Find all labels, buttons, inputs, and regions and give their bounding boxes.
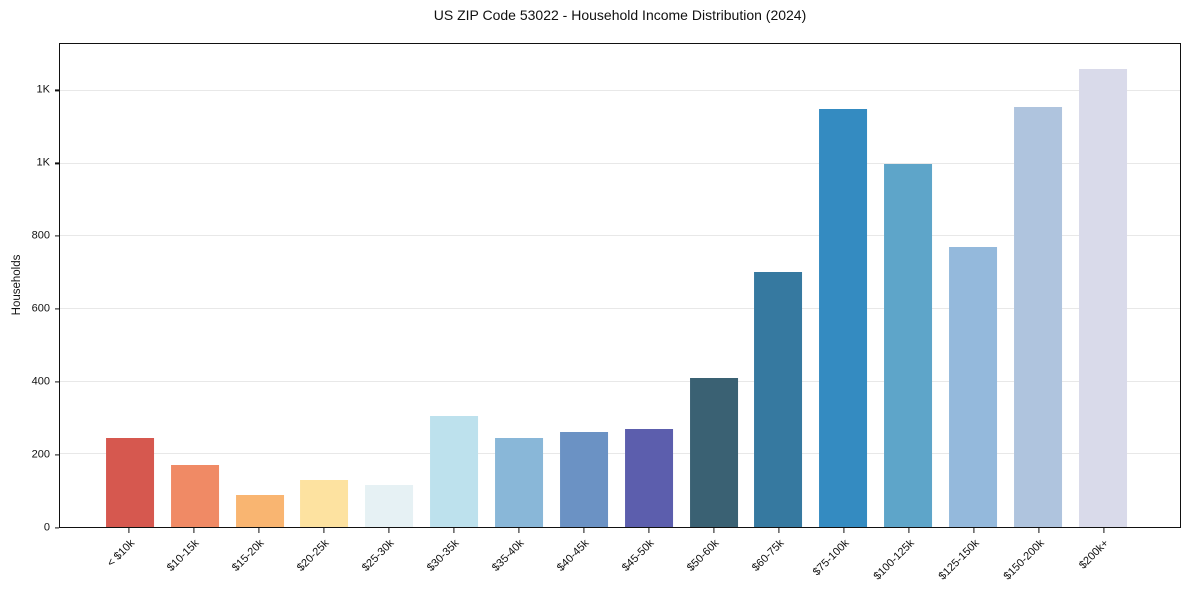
x-tick-label-15-20k: $15-20k xyxy=(230,537,267,574)
y-tick-label-0: 0 xyxy=(43,521,50,534)
y-tick-label-1000: 1K xyxy=(36,156,50,169)
y-tick-800 xyxy=(54,235,59,237)
y-tick-0 xyxy=(54,527,59,529)
y-tick-label-800: 800 xyxy=(31,229,50,242)
x-tick-label-150-200k: $150-200k xyxy=(1001,537,1047,583)
x-tick-label-75-100k: $75-100k xyxy=(810,537,852,579)
bar-10-15k xyxy=(170,465,219,527)
chart-title: US ZIP Code 53022 - Household Income Dis… xyxy=(433,7,807,23)
x-tick-200k+ xyxy=(1103,528,1105,533)
x-tick-150-200k xyxy=(1038,528,1040,533)
x-tick-35-40k xyxy=(518,528,520,533)
x-axis: < $10k $10-15k $15-20k $20-25k $25-30k $30-35… xyxy=(59,528,1181,590)
x-tick-label-10k: < $10k xyxy=(104,537,137,570)
bar-125-150k xyxy=(949,246,998,527)
y-axis: 0 200 400 600 800 1K 1K xyxy=(0,43,59,533)
x-tick-label-20-25k: $20-25k xyxy=(295,537,332,574)
bar-50-60k xyxy=(689,378,738,527)
gridline-200 xyxy=(60,453,1180,455)
x-tick-label-200k+: $200k+ xyxy=(1077,537,1112,572)
x-tick-60-75k xyxy=(778,528,780,533)
gridline-400 xyxy=(60,380,1180,382)
y-tick-label-600: 600 xyxy=(31,302,50,315)
bar-45-50k xyxy=(624,428,673,527)
x-tick-label-35-40k: $35-40k xyxy=(490,537,527,574)
bar-75-100k xyxy=(819,109,868,527)
bar-150-200k xyxy=(1013,106,1062,527)
bar-100-125k xyxy=(884,163,933,527)
y-tick-600 xyxy=(54,308,59,310)
gridline-1200 xyxy=(60,90,1180,92)
x-tick-15-20k xyxy=(258,528,260,533)
bar-20-25k xyxy=(300,479,349,527)
x-tick-10-15k xyxy=(193,528,195,533)
plot-area xyxy=(59,43,1181,528)
y-tick-400 xyxy=(54,381,59,383)
x-tick-20-25k xyxy=(323,528,325,533)
y-tick-label-1200: 1K xyxy=(36,83,50,96)
x-tick-40-45k xyxy=(583,528,585,533)
x-tick-label-50-60k: $50-60k xyxy=(684,537,722,574)
gridline-1000 xyxy=(60,162,1180,164)
x-tick-label-125-150k: $125-150k xyxy=(936,537,982,583)
x-tick-label-10-15k: $10-15k xyxy=(165,537,202,574)
gridline-600 xyxy=(60,308,1180,310)
gridline-800 xyxy=(60,235,1180,237)
x-tick-label-40-45k: $40-45k xyxy=(555,537,592,574)
x-tick-45-50k xyxy=(648,528,650,533)
x-tick-label-100-125k: $100-125k xyxy=(871,537,917,583)
bar-200k+ xyxy=(1078,68,1127,527)
x-tick-label-60-75k: $60-75k xyxy=(749,537,787,574)
y-tick-1000 xyxy=(54,162,59,164)
bar-10k xyxy=(105,438,154,527)
x-tick-label-30-35k: $30-35k xyxy=(425,537,462,574)
bar-15-20k xyxy=(235,495,284,527)
y-tick-label-200: 200 xyxy=(31,448,50,461)
x-tick-label-25-30k: $25-30k xyxy=(360,537,397,574)
x-tick-25-30k xyxy=(388,528,390,533)
bar-35-40k xyxy=(495,437,543,527)
y-tick-label-400: 400 xyxy=(31,375,50,388)
x-tick-10k xyxy=(128,528,130,533)
x-tick-75-100k xyxy=(843,528,845,533)
x-tick-30-35k xyxy=(453,528,455,533)
x-tick-100-125k xyxy=(908,528,910,533)
bar-25-30k xyxy=(365,484,414,527)
x-tick-label-45-50k: $45-50k xyxy=(620,537,657,574)
x-tick-50-60k xyxy=(713,528,715,533)
bar-60-75k xyxy=(754,272,803,527)
y-tick-1200 xyxy=(54,89,59,91)
y-tick-200 xyxy=(54,454,59,456)
bar-30-35k xyxy=(430,415,479,527)
bar-40-45k xyxy=(559,432,608,527)
x-tick-125-150k xyxy=(973,528,975,533)
